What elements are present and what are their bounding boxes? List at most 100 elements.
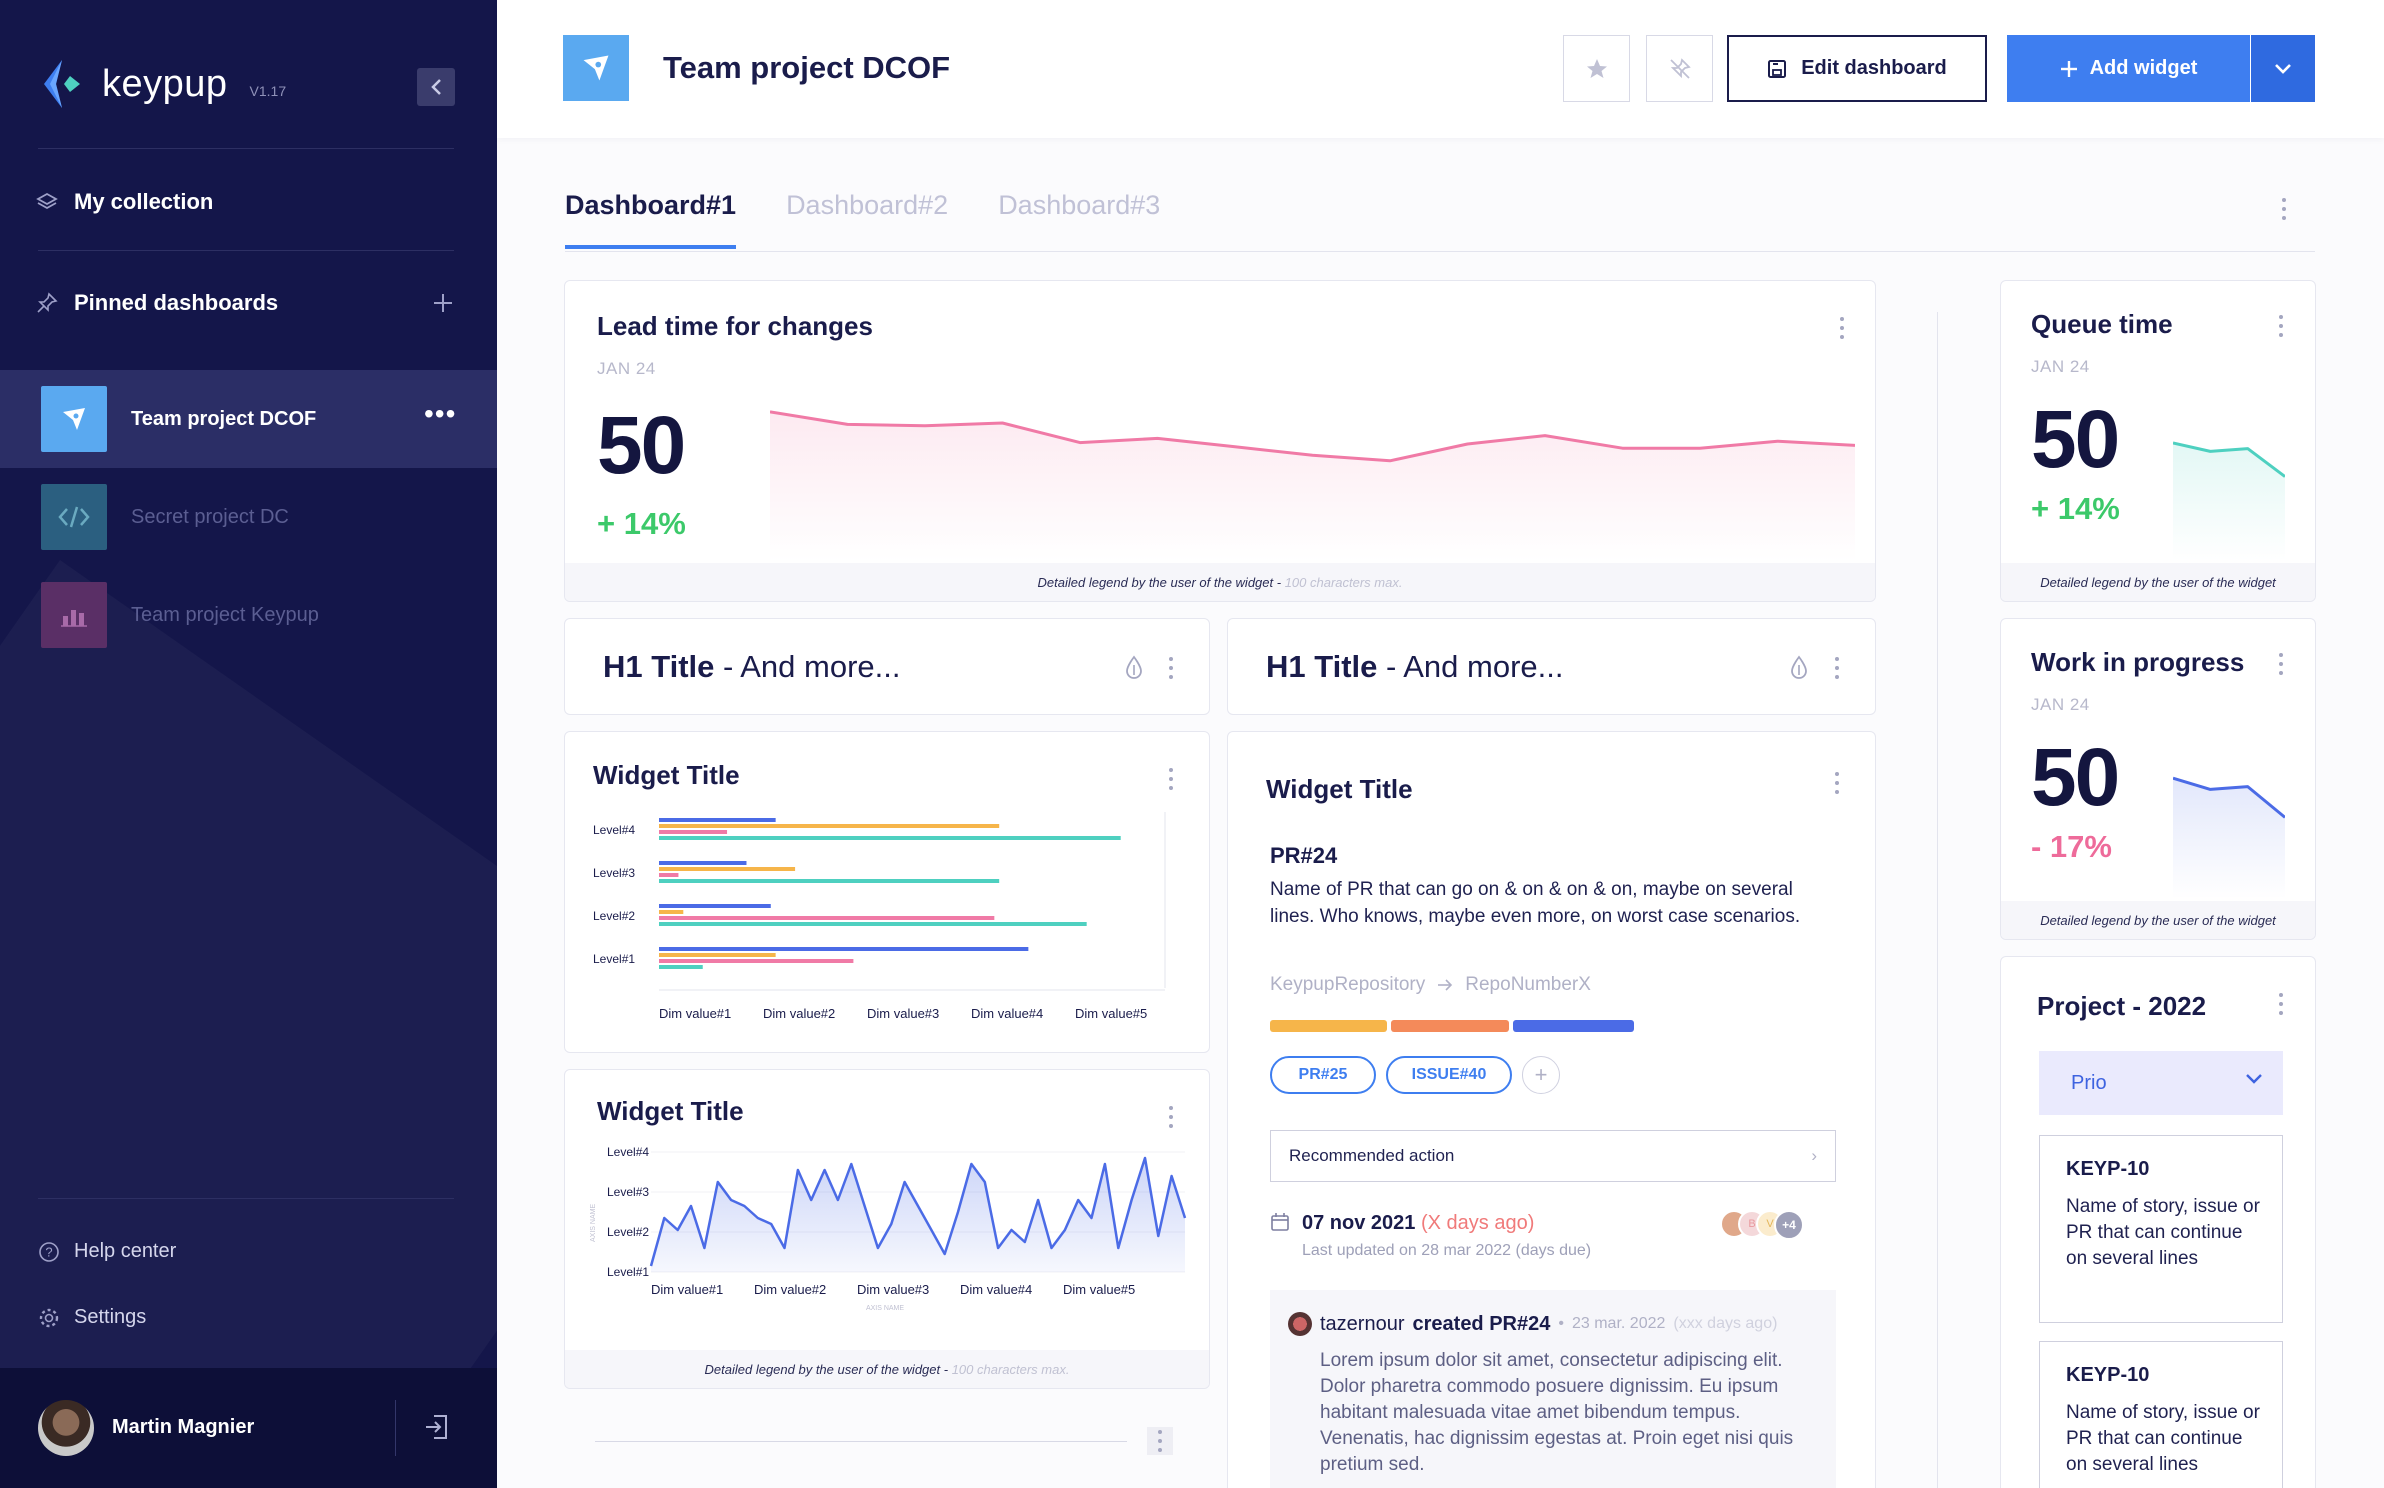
- widget-legend: Detailed legend by the user of the widge…: [565, 563, 1875, 601]
- x-tick-label: Dim value#3: [857, 1282, 929, 1297]
- x-tick-label: Dim value#2: [754, 1282, 826, 1297]
- add-tag-button[interactable]: +: [1522, 1056, 1560, 1094]
- queue-time-sparkline: [2173, 441, 2285, 561]
- assignee-avatars[interactable]: B V +4: [1720, 1210, 1812, 1240]
- drop-icon[interactable]: [1125, 655, 1143, 681]
- settings-label: Settings: [74, 1306, 147, 1328]
- dashboard-header: Team project DCOF Edit dashboard Add wid…: [497, 0, 2384, 138]
- x-tick-label: Dim value#5: [1075, 1006, 1147, 1021]
- collapse-sidebar-button[interactable]: [417, 68, 455, 106]
- widget-more-icon[interactable]: [1839, 317, 1845, 339]
- x-tick-label: Dim value#3: [867, 1006, 939, 1021]
- chart-area-fill: [770, 411, 1855, 561]
- widget-more-icon[interactable]: [1168, 657, 1174, 679]
- bar: [659, 830, 728, 834]
- activity-date: 23 mar. 2022: [1571, 1315, 1666, 1332]
- tag-pr-25[interactable]: PR#25: [1270, 1056, 1376, 1094]
- pinned-dashboard-team-project-keypup[interactable]: Team project Keypup: [0, 566, 497, 664]
- y-tick-label: Level#2: [593, 909, 635, 923]
- widget-more-icon[interactable]: [1834, 772, 1840, 794]
- issue-card[interactable]: KEYP-10 Name of story, issue or PR that …: [2039, 1341, 2283, 1488]
- metric-value: 50: [597, 400, 686, 491]
- pinned-dashboard-team-project-dcof[interactable]: Team project DCOF •••: [0, 370, 497, 468]
- chart-area-fill: [2173, 778, 2285, 899]
- metric-value: 50: [2031, 394, 2120, 485]
- pin-off-icon: [1669, 57, 1691, 79]
- sidebar-item-help-center[interactable]: ? Help center: [38, 1240, 176, 1263]
- placeholder-handle[interactable]: [1147, 1427, 1173, 1455]
- app-logo[interactable]: keypup V1.17: [36, 58, 286, 110]
- wip-sparkline: [2173, 776, 2285, 899]
- edit-dashboard-button[interactable]: Edit dashboard: [1727, 35, 1987, 102]
- legend-text: Detailed legend by the user of the widge…: [1037, 574, 1282, 590]
- widget-more-icon[interactable]: [2278, 653, 2284, 675]
- area-line-chart: Level#4 Level#3 Level#2 Level#1 AXIS NAME Dim…: [590, 1145, 1187, 1312]
- widget-h1-title-left: H1 Title - And more...: [564, 618, 1210, 715]
- h1-title-main: H1 Title: [1266, 649, 1378, 684]
- tab-dashboard-1[interactable]: Dashboard#1: [565, 190, 737, 249]
- bar: [659, 867, 796, 871]
- widget-more-icon[interactable]: [2278, 993, 2284, 1015]
- add-widget-button[interactable]: Add widget: [2007, 35, 2250, 102]
- favorite-button[interactable]: [1563, 35, 1630, 102]
- tab-dashboard-3[interactable]: Dashboard#3: [998, 190, 1161, 220]
- recommended-action-button[interactable]: Recommended action ›: [1270, 1130, 1836, 1182]
- x-axis-name: AXIS NAME: [866, 1305, 904, 1312]
- h1-title-main: H1 Title: [603, 649, 715, 684]
- bar: [659, 824, 1000, 828]
- y-tick-label: Level#1: [593, 952, 635, 966]
- widget-more-icon[interactable]: [1168, 1106, 1174, 1128]
- sidebar-item-settings[interactable]: Settings: [38, 1306, 146, 1329]
- pinned-dashboard-secret-project-dc[interactable]: Secret project DC: [0, 468, 497, 566]
- add-widget-menu-button[interactable]: [2251, 35, 2315, 102]
- bar: [659, 959, 854, 963]
- add-pinned-dashboard-button[interactable]: [432, 288, 454, 322]
- pr-due-date: 07 nov 2021 (X days ago): [1302, 1212, 1534, 1235]
- prio-select[interactable]: Prio: [2039, 1051, 2283, 1115]
- pr-description: Name of PR that can go on & on & on & on…: [1270, 879, 1801, 927]
- metric-delta: + 14%: [2031, 491, 2120, 526]
- sidebar-item-label: Pinned dashboards: [74, 290, 279, 315]
- sidebar-item-pinned-dashboards[interactable]: Pinned dashboards: [36, 290, 278, 316]
- widget-more-icon[interactable]: [2278, 315, 2284, 337]
- extra-assignees-badge: +4: [1774, 1210, 1804, 1240]
- y-tick-label: Level#1: [607, 1265, 649, 1279]
- y-tick-label: Level#3: [593, 866, 635, 880]
- more-horizontal-icon[interactable]: •••: [424, 398, 457, 429]
- layers-icon: [36, 191, 58, 213]
- drop-icon[interactable]: [1790, 655, 1808, 681]
- tag-issue-40[interactable]: ISSUE#40: [1386, 1056, 1512, 1094]
- widget-title: Lead time for changes: [597, 311, 873, 341]
- activity-author[interactable]: tazernour: [1320, 1312, 1405, 1335]
- progress-segment: [1270, 1020, 1388, 1032]
- issue-key: KEYP-10: [2066, 1364, 2150, 1386]
- column-divider: [1937, 312, 1938, 1488]
- chevron-down-icon: [2275, 63, 2291, 74]
- issue-key: KEYP-10: [2066, 1158, 2150, 1180]
- placeholder-divider: [595, 1441, 1127, 1442]
- activity-action: created PR#24: [1412, 1312, 1551, 1335]
- tab-dashboard-2[interactable]: Dashboard#2: [786, 190, 949, 220]
- bar: [659, 836, 1121, 840]
- logout-icon[interactable]: [422, 1412, 452, 1442]
- widget-title: Widget Title: [597, 1096, 744, 1126]
- bar: [659, 947, 1029, 951]
- widget-date: JAN 24: [2031, 695, 2090, 714]
- pr-number[interactable]: PR#24: [1270, 843, 1338, 868]
- avatar[interactable]: [38, 1400, 94, 1456]
- issue-card[interactable]: KEYP-10 Name of story, issue or PR that …: [2039, 1135, 2283, 1323]
- widget-more-icon[interactable]: [1834, 657, 1840, 679]
- widget-more-icon[interactable]: [1168, 768, 1174, 790]
- calendar-icon: [1271, 1213, 1289, 1231]
- sidebar-item-my-collection[interactable]: My collection: [36, 189, 213, 215]
- keypup-logo-icon: [36, 58, 88, 110]
- widget-pull-request: Widget Title PR#24 Name of PR that can g…: [1227, 731, 1876, 1488]
- edit-dashboard-label: Edit dashboard: [1801, 57, 1947, 79]
- plus-icon: [2060, 60, 2077, 77]
- chart-area-fill: [2173, 443, 2285, 561]
- bar: [659, 910, 684, 914]
- unpin-button[interactable]: [1646, 35, 1713, 102]
- widget-title: Project - 2022: [2037, 991, 2207, 1021]
- activity-separator: •: [1558, 1315, 1564, 1332]
- tabs-more-icon[interactable]: [2281, 198, 2287, 220]
